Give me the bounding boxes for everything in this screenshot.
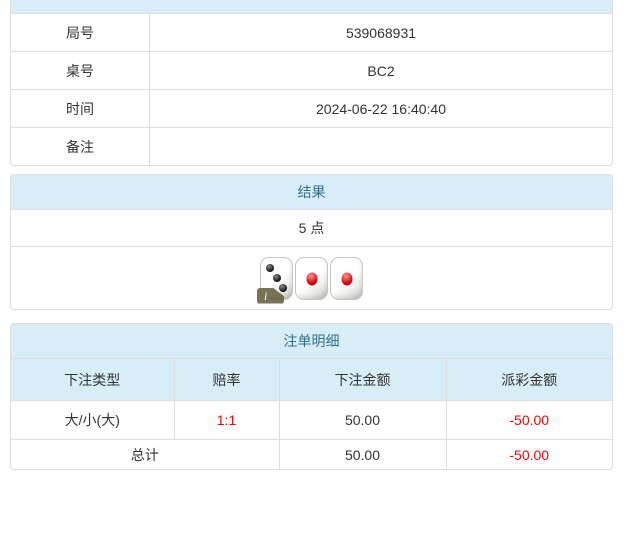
info-label-remark: 备注 [11, 127, 150, 165]
bet-columns-header: 下注类型 赔率 下注金额 派彩金额 [11, 358, 612, 401]
die-3-black-icon: i [257, 256, 293, 304]
dice-row-content: i [11, 256, 612, 304]
info-label-time: 时间 [11, 89, 150, 128]
info-icon[interactable]: i [257, 287, 284, 304]
bet-amount: 50.00 [278, 400, 446, 440]
die-1-red-icon [295, 256, 328, 300]
dice-cell: i [11, 246, 612, 309]
info-label-round: 局号 [11, 13, 150, 52]
col-bet-amount: 下注金额 [278, 358, 446, 401]
bet-detail-title: 注单明细 [11, 324, 612, 359]
info-value-remark [149, 127, 612, 165]
table-row: 桌号 BC2 [11, 51, 612, 90]
die-dot [306, 272, 317, 286]
total-payout: -50.00 [445, 439, 612, 469]
total-label: 总计 [11, 439, 279, 469]
result-points: 5 点 [298, 220, 325, 236]
table-row: 时间 2024-06-22 16:40:40 [11, 89, 612, 128]
bet-payout: -50.00 [445, 400, 612, 440]
bet-detail-panel: 注单明细 下注类型 赔率 下注金额 派彩金额 大/小(大) 1:1 50.00 … [10, 323, 613, 470]
table-row: 备注 [11, 127, 612, 165]
die-dot [265, 263, 274, 272]
game-info-panel: 局号 539068931 桌号 BC2 时间 2024-06-22 16:40:… [10, 0, 613, 166]
game-info-table: 局号 539068931 桌号 BC2 时间 2024-06-22 16:40:… [11, 13, 612, 165]
col-odds: 赔率 [173, 358, 279, 401]
info-value-time: 2024-06-22 16:40:40 [149, 89, 612, 128]
die-dot [279, 284, 288, 293]
result-title: 结果 [11, 175, 612, 210]
die-dot [341, 272, 352, 286]
bet-detail-table: 注单明细 下注类型 赔率 下注金额 派彩金额 大/小(大) 1:1 50.00 … [11, 324, 612, 469]
result-table: 结果 5 点 i [11, 175, 612, 309]
total-amount: 50.00 [278, 439, 446, 469]
game-info-header-clipped [11, 0, 612, 13]
die-1-red-icon [330, 256, 363, 300]
info-label-table: 桌号 [11, 51, 150, 90]
die-dot [272, 274, 281, 282]
total-row: 总计 50.00 -50.00 [11, 439, 612, 469]
table-row: 局号 539068931 [11, 13, 612, 52]
result-panel: 结果 5 点 i [10, 174, 613, 310]
col-payout: 派彩金额 [445, 358, 612, 401]
col-bet-type: 下注类型 [11, 358, 174, 401]
info-value-round: 539068931 [149, 13, 612, 52]
bet-detail-page: 局号 539068931 桌号 BC2 时间 2024-06-22 16:40:… [10, 0, 613, 470]
bet-odds: 1:1 [173, 400, 279, 440]
table-row: 大/小(大) 1:1 50.00 -50.00 [11, 400, 612, 440]
bet-type: 大/小(大) [64, 412, 120, 428]
info-value-table: BC2 [149, 51, 612, 90]
